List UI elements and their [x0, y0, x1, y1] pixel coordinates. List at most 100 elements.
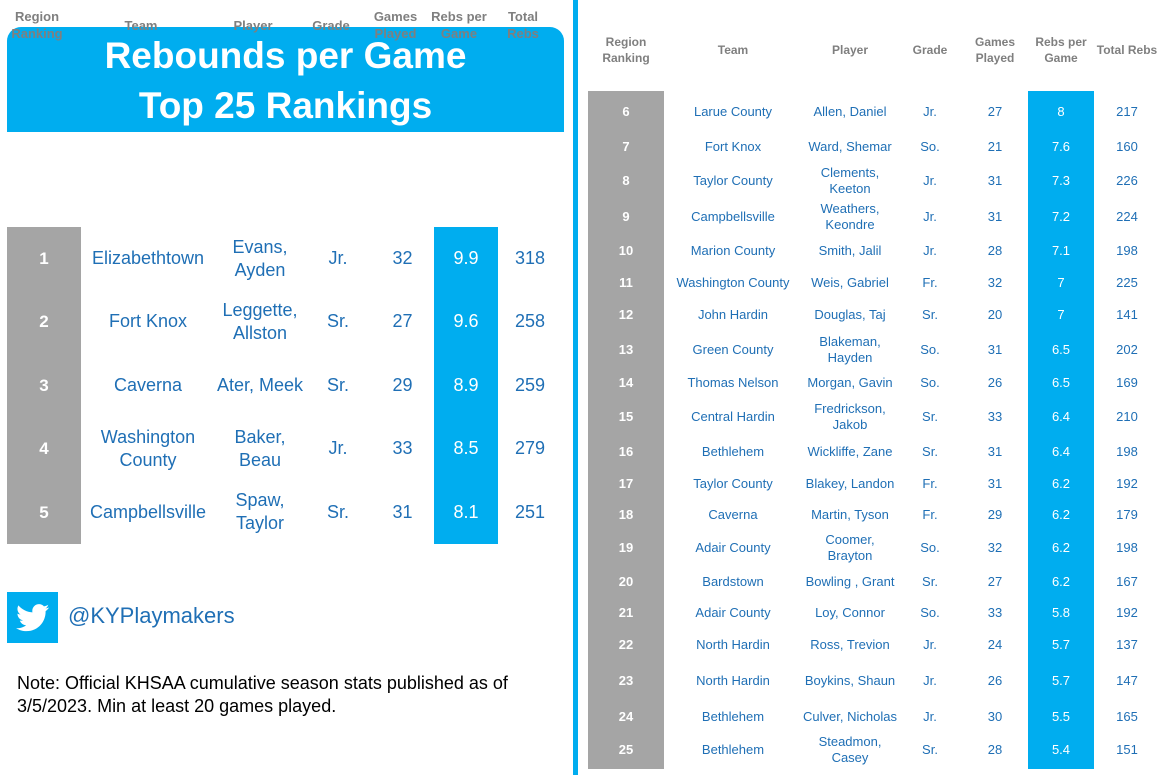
cell-total: 160	[1116, 139, 1138, 154]
cell-grade: Sr.	[922, 409, 938, 424]
table-row: 7 Fort Knox Ward, Shemar So. 21 7.6 160	[588, 132, 1160, 162]
cell-rpg: 6.2	[1051, 476, 1071, 491]
cell-rank: 13	[618, 342, 634, 357]
cell-rank: 25	[618, 742, 634, 757]
cell-rpg: 5.8	[1051, 605, 1071, 620]
cell-team: Taylor County	[693, 173, 773, 188]
cell-total: 217	[1116, 103, 1138, 119]
cell-rank: 19	[618, 540, 634, 555]
page-title: Rebounds per Game Top 25 Rankings	[7, 27, 564, 132]
cell-total: 198	[1116, 243, 1138, 258]
cell-rpg: 7.6	[1051, 139, 1071, 154]
cell-rank: 15	[618, 409, 634, 424]
cell-grade: So.	[920, 375, 940, 390]
cell-player: Steadmon, Casey	[818, 734, 882, 765]
table-row: 13 Green County Blakeman, Hayden So. 31 6.5 20…	[588, 332, 1160, 368]
table-row: 8 Taylor County Clements, Keeton Jr. 31 7.3 22…	[588, 162, 1160, 200]
header-games: Games Played	[373, 9, 418, 41]
table-row: 3 Caverna Ater, Meek Sr. 29 8.9 259	[7, 354, 564, 417]
cell-games: 26	[987, 673, 1003, 688]
cell-grade: Jr.	[923, 103, 937, 119]
rank-column-band	[588, 91, 664, 769]
table-row: 25 Bethlehem Steadmon, Casey Sr. 28 5.4 151	[588, 734, 1160, 766]
cell-rpg: 8.9	[453, 374, 479, 395]
table-row: 15 Central Hardin Fredrickson, Jakob Sr. 33 6…	[588, 398, 1160, 436]
cell-team: Green County	[692, 342, 774, 357]
title-line-1: Rebounds per Game	[104, 35, 467, 76]
header-rank: Region Ranking	[11, 9, 63, 41]
cell-total: 258	[514, 311, 546, 332]
cell-player: Spaw, Taylor	[235, 490, 285, 534]
cell-grade: Sr.	[922, 307, 938, 322]
cell-grade: Fr.	[922, 275, 938, 290]
header-team: Team	[124, 17, 158, 33]
cell-total: 224	[1116, 209, 1138, 224]
cell-grade: Jr.	[923, 173, 937, 188]
cell-team: Central Hardin	[691, 409, 775, 424]
cell-rpg: 5.7	[1051, 637, 1071, 652]
header-team: Team	[717, 43, 749, 57]
header-total: Total Rebs	[1096, 43, 1158, 57]
cell-total: 202	[1116, 342, 1138, 357]
cell-rank: 14	[618, 375, 634, 390]
table-row: 6 Larue County Allen, Daniel Jr. 27 8 217	[588, 91, 1160, 132]
table-row: 19 Adair County Coomer, Brayton So. 32 6.2 198	[588, 530, 1160, 566]
cell-games: 31	[987, 209, 1003, 224]
table-row: 10 Marion County Smith, Jalil Jr. 28 7.1 198	[588, 234, 1160, 268]
cell-games: 28	[987, 243, 1003, 258]
cell-rpg: 8.1	[453, 501, 479, 522]
cell-player: Martin, Tyson	[811, 507, 889, 522]
header-rpg: Rebs per Game	[1035, 35, 1087, 65]
cell-total: 147	[1116, 673, 1138, 688]
cell-total: 251	[514, 501, 546, 522]
cell-games: 20	[987, 307, 1003, 322]
cell-games: 31	[987, 173, 1003, 188]
cell-total: 279	[514, 438, 546, 459]
cell-grade: Fr.	[922, 507, 938, 522]
cell-total: 192	[1116, 605, 1138, 620]
rest-header-row: Region Ranking Team Player Grade Games P…	[588, 22, 1160, 78]
header-player: Player	[233, 17, 273, 33]
cell-rpg: 6.2	[1051, 507, 1071, 522]
footnote: Note: Official KHSAA cumulative season s…	[17, 673, 508, 716]
cell-team: Marion County	[690, 243, 776, 258]
cell-games: 30	[987, 709, 1003, 724]
header-games: Games Played	[974, 35, 1016, 65]
cell-rank: 20	[618, 574, 634, 589]
cell-rpg: 6.2	[1051, 540, 1071, 555]
cell-grade: So.	[920, 342, 940, 357]
table-row: 21 Adair County Loy, Connor So. 33 5.8 192	[588, 598, 1160, 628]
cell-player: Smith, Jalil	[818, 243, 882, 258]
cell-games: 26	[987, 375, 1003, 390]
cell-rpg: 6.4	[1051, 444, 1071, 459]
table-row: 5 Campbellsville Spaw, Taylor Sr. 31 8.1 251	[7, 481, 564, 544]
cell-rank: 12	[618, 307, 634, 322]
cell-player: Coomer, Brayton	[825, 532, 875, 563]
twitter-handle: @KYPlaymakers	[68, 603, 235, 628]
cell-player: Evans, Ayden	[232, 236, 288, 280]
table-row: 11 Washington County Weis, Gabriel Fr. 32 7 22…	[588, 268, 1160, 298]
cell-player: Wickliffe, Zane	[807, 444, 893, 459]
cell-total: 169	[1116, 375, 1138, 390]
cell-rank: 4	[39, 439, 49, 459]
cell-grade: Jr.	[923, 673, 937, 688]
cell-player: Blakey, Landon	[805, 476, 895, 491]
cell-grade: Jr.	[923, 637, 937, 652]
cell-team: Thomas Nelson	[687, 375, 779, 390]
cell-player: Weathers, Keondre	[820, 201, 880, 232]
table-row: 22 North Hardin Ross, Trevion Jr. 24 5.7 137	[588, 628, 1160, 662]
cell-player: Clements, Keeton	[820, 165, 880, 196]
table-row: 17 Taylor County Blakey, Landon Fr. 31 6.2 192	[588, 468, 1160, 500]
cell-games: 31	[987, 342, 1003, 357]
cell-grade: Jr.	[923, 209, 937, 224]
table-row: 1 Elizabethtown Evans, Ayden Jr. 32 9.9 318	[7, 227, 564, 290]
cell-rpg: 8.5	[453, 438, 479, 459]
table-row: 23 North Hardin Boykins, Shaun Jr. 26 5.7 147	[588, 662, 1160, 700]
header-total: Total Rebs	[507, 9, 539, 41]
cell-grade: Sr.	[922, 444, 938, 459]
table-row: 14 Thomas Nelson Morgan, Gavin So. 26 6.5 169	[588, 368, 1160, 398]
cell-games: 31	[987, 444, 1003, 459]
cell-total: 210	[1116, 409, 1138, 424]
cell-total: 226	[1116, 173, 1138, 188]
cell-team: Washington County	[676, 275, 790, 290]
